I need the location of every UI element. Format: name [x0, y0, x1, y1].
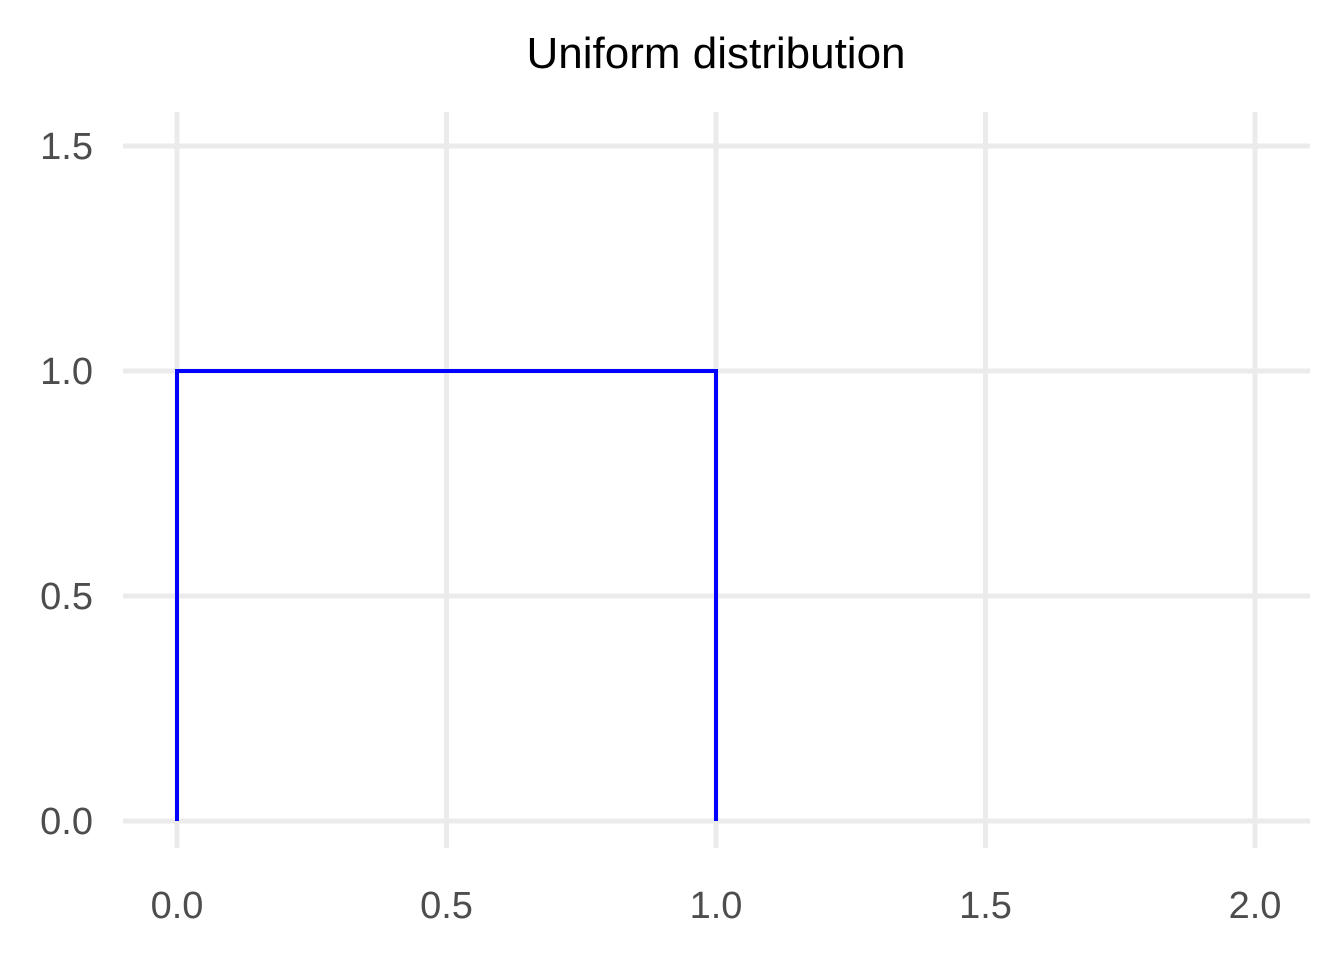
x-tick-label: 1.0	[690, 885, 743, 927]
x-tick-label: 0.0	[151, 885, 204, 927]
y-tick-label: 0.0	[40, 801, 93, 843]
x-tick-label: 1.5	[959, 885, 1012, 927]
y-tick-label: 1.0	[40, 351, 93, 393]
y-axis-tick-labels: 0.0 0.5 1.0 1.5	[40, 126, 93, 843]
chart-title: Uniform distribution	[526, 29, 905, 78]
y-tick-label: 1.5	[40, 126, 93, 168]
x-axis-tick-labels: 0.0 0.5 1.0 1.5 2.0	[151, 885, 1282, 927]
x-tick-label: 0.5	[420, 885, 473, 927]
density-line	[175, 369, 718, 821]
y-tick-label: 0.5	[40, 576, 93, 618]
x-tick-label: 2.0	[1229, 885, 1282, 927]
series-layer	[175, 369, 718, 821]
